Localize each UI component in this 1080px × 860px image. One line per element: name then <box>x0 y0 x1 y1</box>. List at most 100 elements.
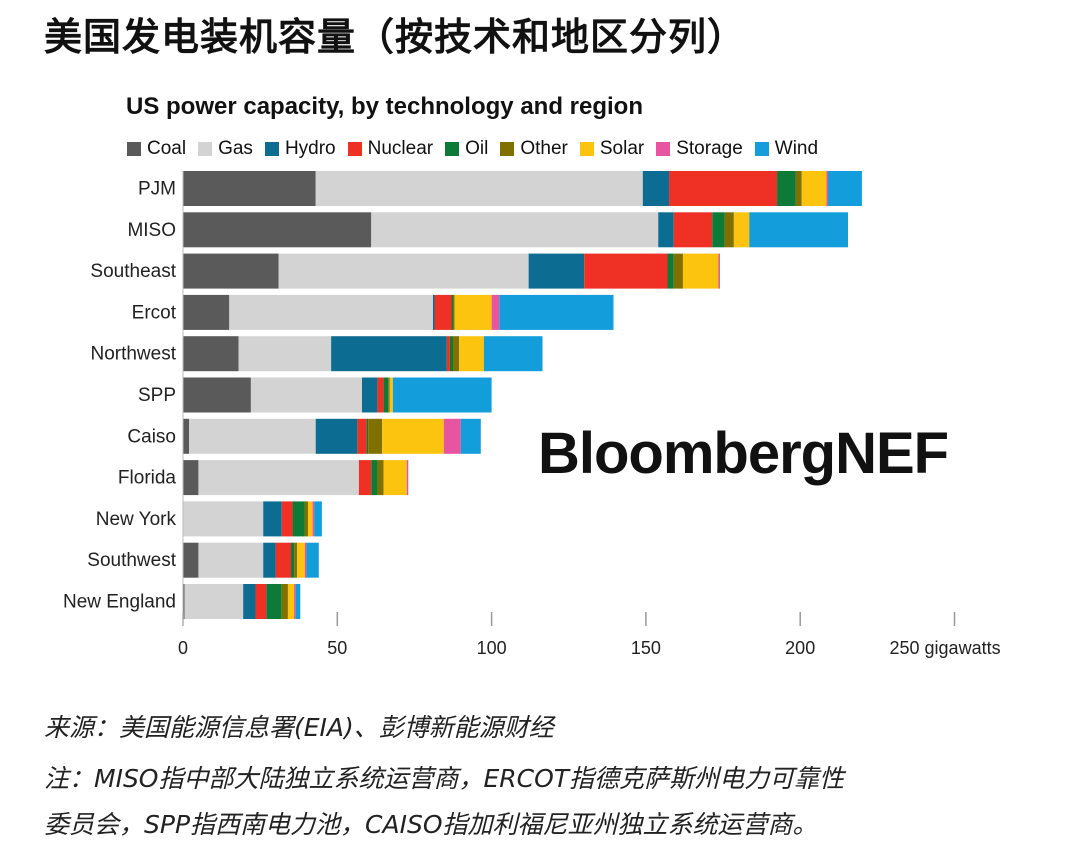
legend-swatch-coal <box>127 142 141 156</box>
x-tick-label-100: 100 <box>477 638 507 658</box>
bar-northwest-nuclear <box>446 336 450 372</box>
bar-pjm-nuclear <box>669 171 778 206</box>
category-label-southeast: Southeast <box>90 261 176 282</box>
bar-ercot-nuclear <box>434 294 452 330</box>
bar-southwest-other <box>294 542 298 578</box>
bar-pjm-wind <box>827 171 862 206</box>
bar-florida-storage <box>406 460 409 496</box>
bar-northwest-coal <box>183 336 239 372</box>
bar-northwest-other <box>453 336 460 372</box>
bar-miso-solar <box>733 212 750 248</box>
bar-ercot-gas <box>229 294 433 330</box>
bar-ercot-coal <box>183 294 230 330</box>
bar-caiso-other <box>368 418 383 454</box>
legend-label-oil: Oil <box>465 138 489 159</box>
bar-miso-gas <box>371 212 659 248</box>
bar-southwest-hydro <box>263 542 276 578</box>
bar-new-england-oil <box>266 584 282 619</box>
bar-ercot-hydro <box>432 294 435 330</box>
x-tick-label-0: 0 <box>178 638 188 658</box>
bar-florida-other <box>377 460 384 496</box>
category-label-northwest: Northwest <box>90 344 176 365</box>
bar-new-england-coal <box>183 584 185 619</box>
legend-label-solar: Solar <box>599 138 645 159</box>
bar-southwest-nuclear <box>275 542 292 578</box>
legend-item-storage: Storage <box>656 138 743 160</box>
category-label-spp: SPP <box>138 385 176 406</box>
bar-new-england-other <box>281 584 288 619</box>
bar-miso-hydro <box>658 212 674 248</box>
bar-new-york-solar <box>307 501 313 537</box>
bar-new-york-oil <box>292 501 305 537</box>
bar-southeast-storage <box>718 253 720 289</box>
legend-item-other: Other <box>500 138 568 160</box>
legend-item-wind: Wind <box>754 138 819 160</box>
chart-legend: Coal Gas Hydro Nuclear Oil Other Solar Storage W… <box>127 136 830 162</box>
bar-florida-oil <box>371 460 378 496</box>
legend-item-nuclear: Nuclear <box>347 138 434 160</box>
bar-florida-solar <box>383 460 407 496</box>
bar-spp-other <box>388 377 390 413</box>
bloombergnef-logo: BloombergNEF <box>538 421 949 486</box>
category-label-caiso: Caiso <box>127 426 176 447</box>
bar-southwest-storage <box>304 542 307 578</box>
bar-northwest-oil <box>449 336 454 372</box>
bar-florida-coal <box>183 460 199 496</box>
bar-spp-nuclear <box>377 377 384 413</box>
bar-southeast-oil <box>667 253 674 289</box>
bar-new-england-gas <box>184 584 244 619</box>
bar-caiso-coal <box>183 418 190 454</box>
bar-spp-oil <box>383 377 389 413</box>
bar-northwest-solar <box>459 336 484 372</box>
legend-swatch-nuclear <box>347 142 362 156</box>
category-label-southwest: Southwest <box>87 550 176 571</box>
bar-northwest-hydro <box>331 336 447 372</box>
x-tick-label-200: 200 <box>785 638 815 658</box>
legend-label-other: Other <box>520 138 568 159</box>
footnote-line-1: 注：MISO指中部大陆独立系统运营商，ERCOT指德克萨斯州电力可靠性 <box>44 764 845 793</box>
bar-pjm-hydro <box>642 171 670 206</box>
bar-new-england-wind <box>295 584 301 619</box>
bar-southwest-solar <box>297 542 305 578</box>
bar-southeast-solar <box>682 253 719 289</box>
x-tick-label-150: 150 <box>631 638 661 658</box>
chart-title: US power capacity, by technology and reg… <box>126 93 643 120</box>
legend-swatch-wind <box>754 142 769 156</box>
legend-swatch-oil <box>445 142 460 156</box>
legend-label-storage: Storage <box>676 138 743 159</box>
bar-spp-hydro <box>361 377 378 413</box>
bar-new-york-wind <box>314 501 322 537</box>
bar-ercot-oil <box>451 294 454 330</box>
bar-new-york-hydro <box>263 501 282 537</box>
bar-southeast-other <box>673 253 683 289</box>
category-label-pjm: PJM <box>138 179 176 200</box>
legend-item-oil: Oil <box>445 138 488 160</box>
legend-swatch-storage <box>656 142 671 156</box>
legend-item-solar: Solar <box>579 138 645 160</box>
bar-new-england-storage <box>294 584 296 619</box>
bar-chart: PJM MISO Southeast Ercot Northwest SPP Caiso Fl… <box>63 171 1001 658</box>
bar-miso-nuclear <box>673 212 713 248</box>
bar-spp-coal <box>183 377 251 413</box>
legend-swatch-other <box>500 142 515 156</box>
bar-northwest-wind <box>483 336 543 372</box>
bar-southwest-coal <box>183 542 199 578</box>
bar-southeast-nuclear <box>584 253 668 289</box>
legend-item-gas: Gas <box>198 138 253 160</box>
category-label-new-england: New England <box>63 592 176 613</box>
bar-new-york-other <box>304 501 308 537</box>
bar-pjm-gas <box>315 171 643 206</box>
bar-ercot-other <box>453 294 455 330</box>
bar-southeast-coal <box>183 253 279 289</box>
bar-florida-nuclear <box>358 460 372 496</box>
legend-label-nuclear: Nuclear <box>367 138 434 159</box>
bar-pjm-coal <box>183 171 316 206</box>
bar-pjm-oil <box>777 171 796 206</box>
bar-southwest-gas <box>198 542 264 578</box>
bar-ercot-storage <box>491 294 500 330</box>
bar-new-england-hydro <box>243 584 256 619</box>
bar-spp-solar <box>389 377 393 413</box>
legend-label-wind: Wind <box>774 138 819 159</box>
bar-pjm-storage <box>826 171 828 206</box>
bar-ercot-solar <box>454 294 492 330</box>
